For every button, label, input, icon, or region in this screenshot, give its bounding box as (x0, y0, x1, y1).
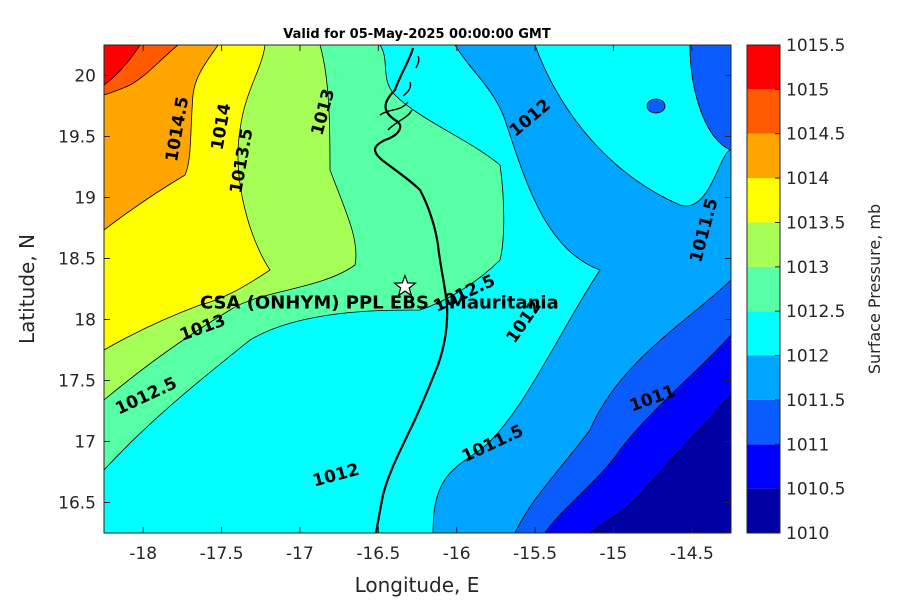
x-tick-label: -15.5 (513, 544, 557, 564)
band-1010 (589, 394, 731, 533)
colorbar-tick-label: 1015 (786, 80, 829, 100)
colorbar-tick-label: 1012 (786, 347, 829, 367)
colorbar-tick-label: 1015.5 (786, 36, 845, 56)
map-plot-area (104, 45, 731, 533)
y-tick-label: 17 (74, 433, 96, 453)
colorbar-swatch (747, 444, 780, 489)
colorbar-tick-label: 1013.5 (786, 213, 845, 233)
colorbar-tick-label: 1010 (786, 524, 829, 544)
x-axis-label: Longitude, E (355, 573, 480, 597)
map-title: Valid for 05-May-2025 00:00:00 GMT (283, 27, 551, 42)
colorbar-tick-label: 1011 (786, 435, 829, 455)
x-tick-label: -16.5 (356, 544, 400, 564)
site-star-icon (392, 273, 418, 297)
colorbar-swatch (747, 222, 780, 267)
y-tick-label: 20 (74, 67, 96, 87)
colorbar-swatch (747, 488, 780, 533)
y-tick-label: 18 (74, 311, 96, 331)
coastline (373, 47, 449, 533)
colorbar-swatch (747, 311, 780, 356)
colorbar-tick-label: 1011.5 (786, 391, 845, 411)
y-tick-label: 17.5 (58, 372, 96, 392)
map-frame (103, 44, 732, 534)
colorbar-swatch (747, 178, 780, 223)
site-marker: CSA (ONHYM) PPL EBS - Mauritania (200, 273, 559, 314)
colorbar-tick-label: 1012.5 (786, 302, 845, 322)
colorbar-swatch (747, 45, 780, 90)
band-1011-island (646, 98, 666, 114)
colorbar-tick-label: 1014 (786, 169, 829, 189)
y-tick-label: 19.5 (58, 128, 96, 148)
y-axis-ticks: 16.5 17 17.5 18 18.5 19 19.5 20 (58, 67, 731, 514)
colorbar-frame (746, 44, 781, 534)
x-tick-label: -15 (600, 544, 628, 564)
y-axis-label: Latitude, N (15, 234, 39, 344)
x-tick-label: -17.5 (200, 544, 244, 564)
x-tick-label: -16 (443, 544, 471, 564)
y-tick-label: 16.5 (58, 494, 96, 514)
colorbar-swatch (747, 133, 780, 179)
x-axis-ticks: -18 -17.5 -17 -16.5 -16 -15.5 -15 -14.5 (129, 45, 714, 564)
x-tick-label: -14.5 (670, 544, 714, 564)
site-label: CSA (ONHYM) PPL EBS - Mauritania (200, 293, 559, 314)
colorbar: 1010 1010.5 1011 1011.5 1012 1012.5 1013 1013.5… (747, 36, 845, 544)
x-tick-label: -18 (129, 544, 157, 564)
colorbar-swatch (747, 89, 780, 134)
colorbar-swatch (747, 266, 780, 312)
x-tick-label: -17 (286, 544, 314, 564)
colorbar-swatch (747, 355, 780, 400)
colorbar-tick-label: 1010.5 (786, 480, 845, 500)
coastline-islands (379, 55, 420, 131)
colorbar-tick-label: 1013 (786, 258, 829, 278)
y-tick-label: 18.5 (58, 250, 96, 270)
colorbar-swatch (747, 399, 780, 445)
band-1014 (104, 45, 219, 231)
colorbar-tick-label: 1014.5 (786, 125, 845, 145)
y-tick-label: 19 (74, 189, 96, 209)
colorbar-label: Surface Pressure, mb (865, 204, 884, 374)
